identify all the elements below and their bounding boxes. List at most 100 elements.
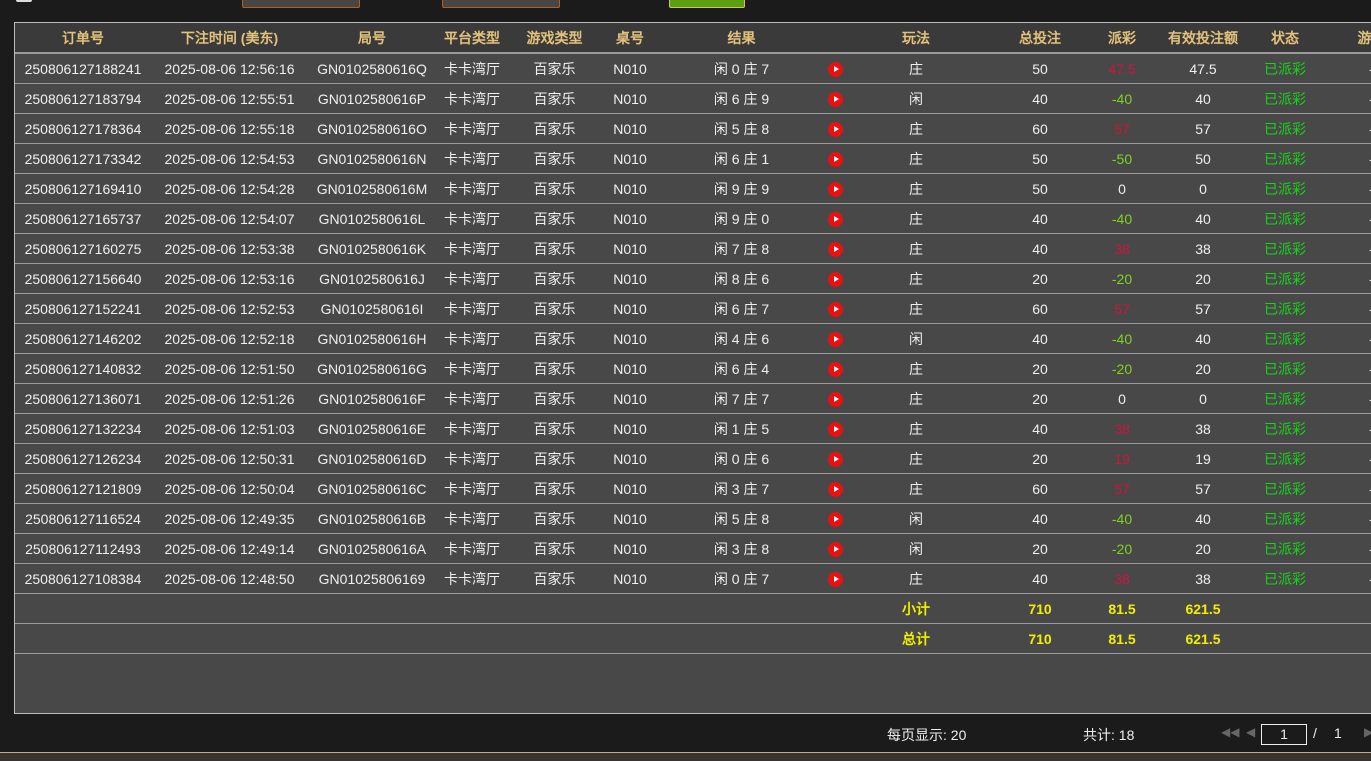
cell-bet-time: 2025-08-06 12:50:31 xyxy=(151,443,308,474)
cell-result: 闲 6 庄 9 xyxy=(659,83,824,114)
summary-row: 总计 710 81.5 621.5 xyxy=(15,623,1371,654)
cell-platform-type: 卡卡湾厅 xyxy=(436,113,508,144)
cell-table-no: N010 xyxy=(601,293,659,324)
cell-bet-type: 庄 xyxy=(847,473,985,504)
cell-table-no: N010 xyxy=(601,233,659,264)
cell-order-no: 250806127178364 xyxy=(15,113,151,144)
play-circle-icon[interactable] xyxy=(828,421,843,437)
cell-bet-time: 2025-08-06 12:52:18 xyxy=(151,323,308,354)
cell-table-no: N010 xyxy=(601,173,659,204)
cell-game-type: 百家乐 xyxy=(508,443,601,474)
cell-table-no: N010 xyxy=(601,203,659,234)
cell-round-no: GN0102580616O xyxy=(308,113,436,144)
cell-status: 已派彩 xyxy=(1257,503,1313,534)
table-row: 250806127152241 2025-08-06 12:52:53 GN0102… xyxy=(15,293,1371,324)
cell-valid-bet: 40 xyxy=(1149,83,1257,114)
replay-cell xyxy=(824,353,847,384)
cell-order-no: 250806127108384 xyxy=(15,563,151,594)
cell-status: 已派彩 xyxy=(1257,173,1313,204)
cell-table-no: N010 xyxy=(601,83,659,114)
table-row: 250806127112493 2025-08-06 12:49:14 GN0102… xyxy=(15,533,1371,564)
cell-result: 闲 6 庄 7 xyxy=(659,293,824,324)
cell-order-no: 250806127126234 xyxy=(15,443,151,474)
play-circle-icon[interactable] xyxy=(828,91,843,107)
play-circle-icon[interactable] xyxy=(828,271,843,287)
play-circle-icon[interactable] xyxy=(828,301,843,317)
table-row: 250806127116524 2025-08-06 12:49:35 GN0102… xyxy=(15,503,1371,534)
play-circle-icon[interactable] xyxy=(828,511,843,527)
cell-order-no: 250806127112493 xyxy=(15,533,151,564)
header-replay xyxy=(824,23,847,54)
play-circle-icon[interactable] xyxy=(828,211,843,227)
cell-result: 闲 0 庄 6 xyxy=(659,443,824,474)
cell-valid-bet: 20 xyxy=(1149,263,1257,294)
play-circle-icon[interactable] xyxy=(828,481,843,497)
cell-total-bet: 20 xyxy=(985,383,1095,414)
cell-valid-bet: 40 xyxy=(1149,323,1257,354)
next-page-icon[interactable]: ▶ xyxy=(1364,725,1371,739)
summary-label: 小计 xyxy=(847,593,985,624)
play-circle-icon[interactable] xyxy=(828,451,843,467)
play-circle-icon[interactable] xyxy=(828,571,843,587)
cell-bet-type: 庄 xyxy=(847,113,985,144)
cell-valid-bet: 47.5 xyxy=(1149,53,1257,84)
cell-round-no: GN0102580616Q xyxy=(308,53,436,84)
cell-total-bet: 50 xyxy=(985,53,1095,84)
cell-game: - xyxy=(1313,113,1371,144)
play-circle-icon[interactable] xyxy=(828,361,843,377)
cell-valid-bet: 0 xyxy=(1149,383,1257,414)
cell-payout: -40 xyxy=(1095,503,1149,534)
cell-table-no: N010 xyxy=(601,473,659,504)
cell-status: 已派彩 xyxy=(1257,323,1313,354)
page-number-input[interactable]: 1 xyxy=(1261,724,1307,745)
cell-bet-time: 2025-08-06 12:52:53 xyxy=(151,293,308,324)
replay-cell xyxy=(824,293,847,324)
play-circle-icon[interactable] xyxy=(828,541,843,557)
table-row: 250806127156640 2025-08-06 12:53:16 GN0102… xyxy=(15,263,1371,294)
first-page-icon[interactable]: ◀◀ xyxy=(1221,725,1240,739)
cell-bet-type: 闲 xyxy=(847,503,985,534)
prev-page-icon[interactable]: ◀ xyxy=(1246,725,1256,739)
top-button-2[interactable] xyxy=(442,0,560,8)
cell-payout: -50 xyxy=(1095,143,1149,174)
table-row: 250806127108384 2025-08-06 12:48:50 GN0102… xyxy=(15,563,1371,594)
cell-round-no: GN0102580616G xyxy=(308,353,436,384)
play-circle-icon[interactable] xyxy=(828,181,843,197)
play-circle-icon[interactable] xyxy=(828,331,843,347)
total-pages: 1 xyxy=(1334,725,1342,741)
play-circle-icon[interactable] xyxy=(828,121,843,137)
cell-payout: 0 xyxy=(1095,383,1149,414)
top-button-1[interactable] xyxy=(242,0,360,8)
bet-records-table: 订单号 下注时间 (美东) 局号 平台类型 游戏类型 桌号 结果 玩法 总投注 派彩 有效投注额 状态… xyxy=(15,23,1371,654)
cell-payout: 57 xyxy=(1095,293,1149,324)
cell-round-no: GN0102580616J xyxy=(308,263,436,294)
cell-result: 闲 9 庄 9 xyxy=(659,173,824,204)
header-valid-bet: 有效投注额 xyxy=(1149,23,1257,54)
cell-table-no: N010 xyxy=(601,323,659,354)
cell-round-no: GN0102580616D xyxy=(308,443,436,474)
cell-platform-type: 卡卡湾厅 xyxy=(436,293,508,324)
cell-game: - xyxy=(1313,383,1371,414)
cell-round-no: GN0102580616L xyxy=(308,203,436,234)
cell-total-bet: 60 xyxy=(985,473,1095,504)
play-circle-icon[interactable] xyxy=(828,61,843,77)
replay-cell xyxy=(824,383,847,414)
cell-game-type: 百家乐 xyxy=(508,203,601,234)
cell-table-no: N010 xyxy=(601,563,659,594)
top-button-confirm[interactable] xyxy=(669,0,745,8)
cell-bet-time: 2025-08-06 12:51:50 xyxy=(151,353,308,384)
cell-bet-type: 庄 xyxy=(847,233,985,264)
cell-bet-type: 庄 xyxy=(847,173,985,204)
cell-bet-type: 庄 xyxy=(847,353,985,384)
cell-game-type: 百家乐 xyxy=(508,53,601,84)
header-payout: 派彩 xyxy=(1095,23,1149,54)
select-all-checkbox[interactable] xyxy=(16,0,32,2)
play-circle-icon[interactable] xyxy=(828,241,843,257)
table-row: 250806127183794 2025-08-06 12:55:51 GN0102… xyxy=(15,83,1371,114)
cell-total-bet: 40 xyxy=(985,323,1095,354)
play-circle-icon[interactable] xyxy=(828,391,843,407)
play-circle-icon[interactable] xyxy=(828,151,843,167)
summary-spacer xyxy=(15,623,847,654)
cell-round-no: GN0102580616M xyxy=(308,173,436,204)
cell-order-no: 250806127132234 xyxy=(15,413,151,444)
